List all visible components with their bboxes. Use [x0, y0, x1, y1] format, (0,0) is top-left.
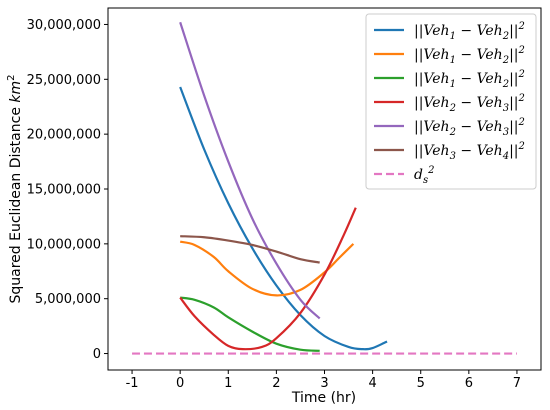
x-tick-label: 2 [272, 376, 280, 391]
series-line-2 [179, 240, 355, 297]
y-tick-label: 30,000,000 [27, 18, 101, 33]
x-tick-label: -1 [126, 376, 139, 391]
y-axis-title-main: Squared Euclidean Distance [8, 103, 24, 304]
legend-label-4: ||Veh2 − Veh3||2 [414, 93, 525, 114]
legend-label-1: ||Veh1 − Veh2||2 [414, 21, 525, 42]
plot-frame [107, 7, 542, 371]
legend: ||Veh1 − Veh2||2 ||Veh1 − Veh2||2 ||Veh1 −… [365, 13, 537, 190]
x-tick-label: 7 [513, 376, 521, 391]
x-tick-label: 6 [465, 376, 473, 391]
x-tick-label: 3 [320, 376, 328, 391]
series-line-3 [180, 296, 320, 352]
y-tick-label: 15,000,000 [27, 183, 101, 198]
legend-box [365, 13, 537, 190]
legend-label-7: ds2 [414, 165, 434, 186]
series-line-4 [179, 207, 357, 351]
x-tick-label: 5 [417, 376, 425, 391]
y-axis-title: Squared Euclidean Distance km2 [6, 74, 24, 303]
series-line-1 [179, 86, 388, 351]
series-line-5 [179, 21, 321, 320]
y-tick-label: 25,000,000 [27, 73, 101, 88]
x-tick-label: 4 [368, 376, 376, 391]
y-axis-title-group: Squared Euclidean Distance km2 [6, 74, 24, 303]
legend-label-2: ||Veh1 − Veh2||2 [414, 45, 525, 66]
x-axis-title: Time (hr) [291, 390, 356, 406]
x-tick-label: 1 [224, 376, 232, 391]
legend-label-3: ||Veh1 − Veh2||2 [414, 69, 525, 90]
x-tick-label: 0 [176, 376, 184, 391]
y-tick-label: 10,000,000 [27, 237, 101, 252]
y-tick-label: 20,000,000 [27, 128, 101, 143]
ticks-layer: -1 0 1 2 3 4 5 6 7 0 5,000,000 10,000,000 15,000,000… [27, 18, 522, 391]
y-tick-label: 5,000,000 [35, 292, 101, 307]
y-axis-title-unit: km [8, 81, 24, 103]
legend-label-6: ||Veh3 − Veh4||2 [414, 141, 525, 162]
series-line-6 [180, 235, 320, 264]
y-tick-label: 0 [93, 347, 101, 362]
legend-label-5: ||Veh2 − Veh3||2 [414, 117, 525, 138]
y-axis-title-exp: 2 [6, 74, 17, 80]
series-layer [132, 21, 517, 355]
